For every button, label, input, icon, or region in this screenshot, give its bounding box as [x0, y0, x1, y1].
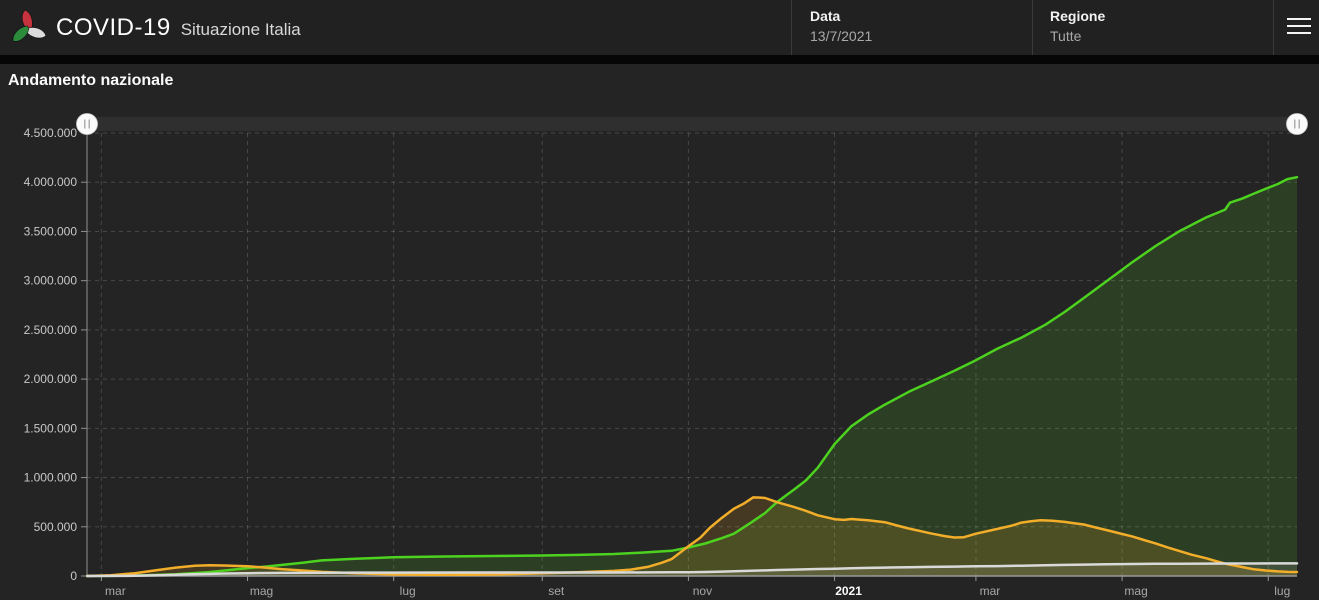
- plot-area[interactable]: [87, 133, 1297, 576]
- y-tick-label: 1.500.000: [24, 421, 78, 435]
- app-title: COVID-19: [56, 13, 171, 41]
- date-field-value: 13/7/2021: [810, 28, 873, 44]
- x-tick-label: mag: [1124, 584, 1147, 598]
- x-tick-label: 2021: [835, 584, 862, 598]
- x-tick-label: set: [548, 584, 565, 598]
- section-bar: Andamento nazionale: [0, 64, 1319, 95]
- area-orange: [87, 497, 1297, 576]
- y-tick-label: 3.500.000: [24, 224, 78, 238]
- region-field[interactable]: Regione Tutte: [1050, 6, 1105, 47]
- y-tick-label: 4.000.000: [24, 175, 78, 189]
- x-tick-label: mar: [980, 584, 1001, 598]
- area-green: [87, 177, 1297, 576]
- y-tick-label: 2.000.000: [24, 372, 78, 386]
- app-subtitle: Situazione Italia: [180, 19, 301, 39]
- date-field[interactable]: Data 13/7/2021: [810, 6, 872, 47]
- y-tick-label: 3.000.000: [24, 274, 78, 288]
- y-tick-label: 2.500.000: [24, 323, 78, 337]
- hamburger-line: [1287, 32, 1311, 34]
- x-tick-label: mar: [105, 584, 126, 598]
- y-tick-label: 1.000.000: [24, 471, 78, 485]
- trend-chart-svg: 0 500.000 1.000.000 1.500.000 2.000.000 2.500…: [24, 113, 1308, 598]
- region-field-label: Regione: [1050, 8, 1106, 24]
- y-tick-label: 0: [70, 569, 77, 583]
- y-tick-label: 500.000: [34, 520, 78, 534]
- hamburger-line: [1287, 18, 1311, 20]
- region-field-value: Tutte: [1050, 28, 1082, 44]
- section-title: Andamento nazionale: [8, 72, 174, 89]
- header-divider: [1273, 0, 1274, 55]
- y-tick-label: 4.500.000: [24, 126, 78, 140]
- series-line-gray: [85, 562, 1299, 578]
- trend-chart: 0 500.000 1.000.000 1.500.000 2.000.000 2.500…: [0, 95, 1319, 600]
- time-range-slider-track[interactable]: [87, 117, 1297, 131]
- date-field-label: Data: [810, 8, 841, 24]
- hamburger-line: [1287, 25, 1311, 27]
- header-divider: [791, 0, 792, 55]
- header-divider: [1032, 0, 1033, 55]
- x-tick-label: mag: [250, 584, 273, 598]
- time-range-slider-handle-right[interactable]: [1286, 113, 1308, 135]
- x-tick-label: lug: [400, 584, 416, 598]
- series-line-green: [85, 175, 1299, 578]
- protezione-civile-logo-icon: [12, 9, 46, 42]
- header-separator: [0, 55, 1319, 64]
- time-range-slider-handle-left[interactable]: [76, 113, 98, 135]
- app-title-group: COVID-19 Situazione Italia: [56, 14, 301, 42]
- x-tick-label: nov: [693, 584, 712, 598]
- x-tick-label: lug: [1274, 584, 1290, 598]
- hamburger-menu-icon[interactable]: [1287, 13, 1313, 39]
- header-bar: COVID-19 Situazione Italia Data 13/7/202…: [0, 0, 1319, 55]
